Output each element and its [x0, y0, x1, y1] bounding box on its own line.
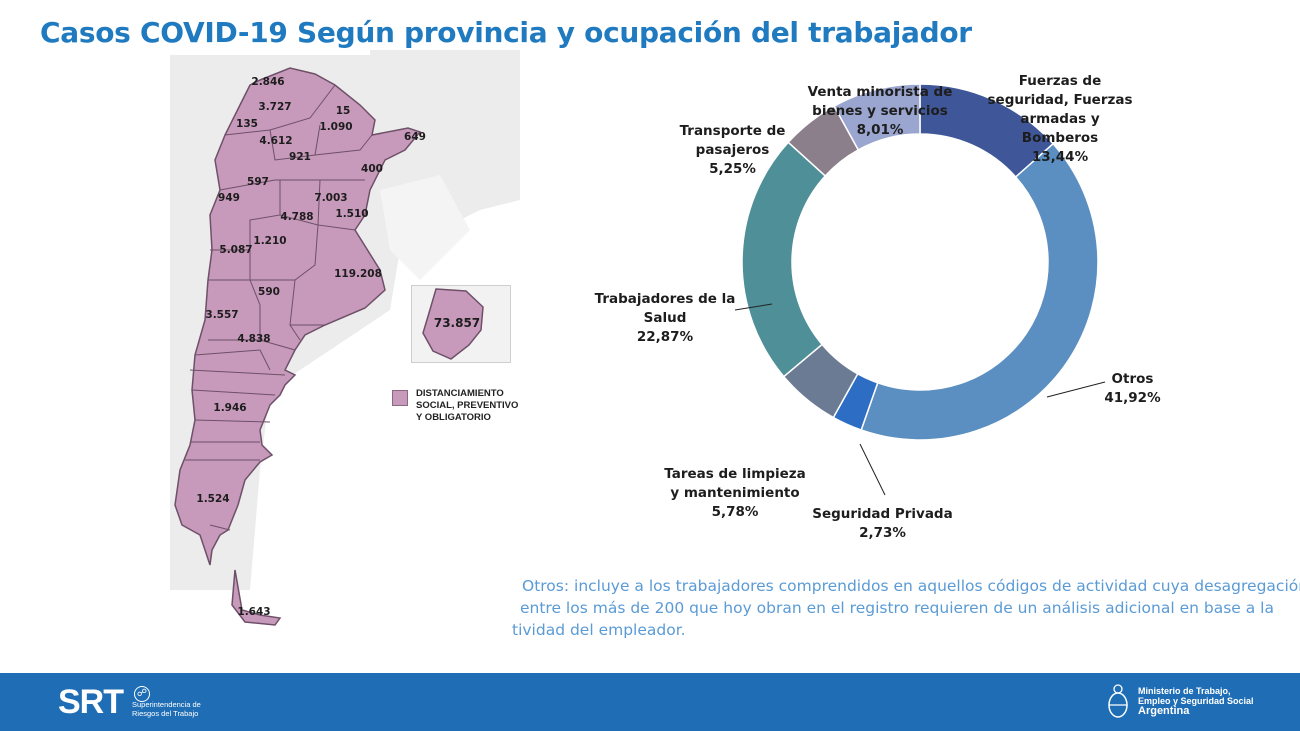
province-value: 649	[404, 131, 426, 143]
leader-line-seguridad	[859, 443, 886, 496]
province-value: 1.510	[335, 208, 368, 220]
footnote: Otros: incluye a los trabajadores compre…	[512, 575, 1300, 641]
map-legend: DISTANCIAMIENTO SOCIAL, PREVENTIVO Y OBL…	[392, 388, 526, 424]
argentina-provinces-fill	[174, 67, 422, 566]
label-fuerzas: Fuerzas de seguridad, Fuerzas armadas y Bom…	[987, 73, 1133, 165]
label-salud: Trabajadores de la Salud 22,87%	[594, 291, 736, 345]
province-value: 1.643	[237, 606, 270, 618]
footnote-line: Otros: incluye a los trabajadores compre…	[522, 577, 1300, 595]
province-value: 1.090	[319, 121, 352, 133]
page-title: Casos COVID-19 Según provincia y ocupaci…	[40, 16, 972, 49]
province-value: 5.087	[219, 244, 252, 256]
label-limpieza: Tareas de limpieza y mantenimiento 5,78%	[664, 466, 806, 520]
footnote-line: entre los más de 200 que hoy obran en el…	[520, 599, 1274, 617]
label-seguridad: Seguridad Privada 2,73%	[812, 506, 953, 541]
donut-slice-1	[860, 142, 1099, 441]
leader-line-otros	[1046, 381, 1106, 398]
legend-label: DISTANCIAMIENTO SOCIAL, PREVENTIVO Y OBL…	[416, 388, 519, 423]
srt-logo: SRT	[58, 683, 124, 721]
srt-subtitle: Superintendencia de Riesgos del Trabajo	[132, 700, 201, 718]
province-value: 590	[258, 286, 280, 298]
footnote-line: tividad del empleador.	[512, 621, 686, 639]
province-value: 119.208	[334, 268, 382, 280]
province-value: 921	[289, 151, 311, 163]
inset-map: 73.857	[411, 285, 511, 363]
label-venta: Venta minorista de bienes y servicios 8,0…	[807, 84, 953, 138]
person-icon: ☍	[134, 686, 150, 702]
province-value: 4.788	[280, 211, 313, 223]
leader-line-salud	[734, 303, 773, 311]
province-value: 949	[218, 192, 240, 204]
province-value: 597	[247, 176, 269, 188]
footer-bar: SRT ☍ Superintendencia de Riesgos del Tra…	[0, 673, 1300, 731]
province-value: 4.838	[237, 333, 270, 345]
province-value: 3.727	[258, 101, 291, 113]
inset-region	[422, 288, 484, 360]
province-value: 4.612	[259, 135, 292, 147]
map-neighbour-south	[380, 175, 470, 280]
donut-slice-6	[833, 83, 921, 151]
label-transporte: Transporte de pasajeros 5,25%	[679, 123, 786, 177]
province-value: 400	[361, 163, 383, 175]
legend-swatch	[392, 390, 408, 406]
occupation-donut-chart	[734, 83, 1106, 496]
province-value: 1.210	[253, 235, 286, 247]
ministry-label: Ministerio de Trabajo, Empleo y Segurida…	[1138, 686, 1254, 717]
province-value: 2.846	[251, 76, 284, 88]
province-value: 15	[336, 105, 351, 117]
tierra-del-fuego	[231, 569, 282, 626]
province-value: 3.557	[205, 309, 238, 321]
province-value: 135	[236, 118, 258, 130]
province-value: 1.524	[196, 493, 229, 505]
inset-value: 73.857	[434, 316, 480, 330]
coat-of-arms-icon	[1108, 684, 1128, 718]
label-otros: Otros 41,92%	[1104, 371, 1161, 406]
province-value: 7.003	[314, 192, 347, 204]
province-value: 1.946	[213, 402, 246, 414]
